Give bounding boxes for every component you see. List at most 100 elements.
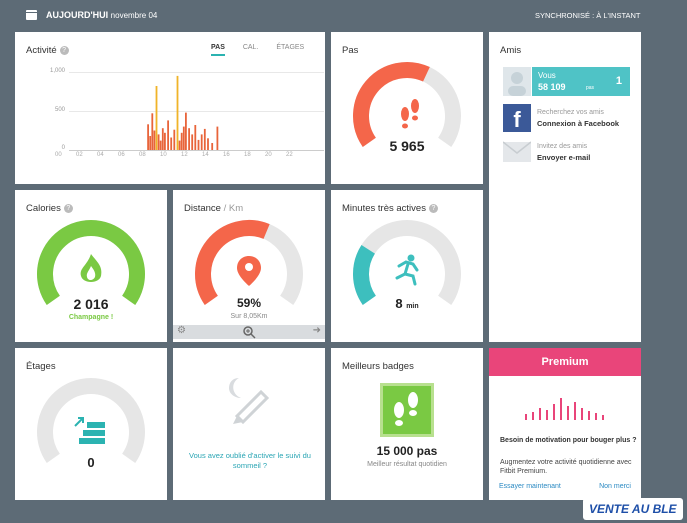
premium-no-link[interactable]: Non merci (599, 483, 631, 490)
sleep-tile[interactable]: Vous avez oublié d'activer le suivi du s… (173, 348, 325, 500)
gridline (69, 72, 324, 73)
map-pin-icon (237, 256, 261, 286)
date-selector[interactable]: AUJOURD'HUI novembre 04 (46, 10, 157, 20)
activity-bar (155, 86, 158, 150)
gridline (69, 150, 324, 151)
zoom-icon[interactable] (242, 325, 256, 339)
premium-bar (532, 412, 534, 420)
tab-pas[interactable]: PAS (211, 44, 225, 56)
activity-bar (173, 129, 176, 150)
minutes-value: 8 min (331, 296, 483, 311)
tab-cal[interactable]: CAL. (242, 44, 259, 51)
gauge-fill (353, 244, 377, 305)
flame-icon (80, 254, 102, 282)
minutes-title: Minutes très actives? (342, 203, 438, 214)
arrow-right-icon[interactable]: ➜ (312, 325, 321, 336)
activity-bar (176, 75, 179, 150)
distance-tile[interactable]: Distance / Km 59% Sur 8,05Km ⚙ ➜ (173, 190, 325, 342)
premium-bar (560, 398, 562, 420)
calories-gauge (37, 220, 145, 305)
x-tick-label: 00 (55, 152, 62, 158)
minutes-unit: min (406, 303, 419, 310)
friend-row-me[interactable]: Vous 58 109 pas 1 (503, 67, 630, 96)
gauge-fill (37, 220, 145, 305)
sleep-tracking-link[interactable]: Vous avez oublié d'activer le suivi du s… (189, 451, 311, 470)
friends-tile[interactable]: Amis Vous 58 109 pas 1 f Recherchez vos … (489, 32, 641, 342)
premium-bar (588, 411, 590, 420)
calories-sub: Champagne ! (68, 314, 114, 321)
steps-gauge (353, 62, 461, 147)
facebook-icon: f (503, 104, 531, 132)
activity-bar (161, 128, 164, 150)
friend-rank: 1 (615, 75, 622, 87)
activity-bar (216, 126, 219, 150)
activity-tile[interactable]: Activité? PAS CAL. ÉTAGES 1,000 500 0 00… (15, 32, 325, 184)
y-tick-label: 1,000 (49, 68, 65, 74)
distance-gauge (195, 220, 303, 305)
footprints-icon (394, 392, 418, 426)
activity-bar (194, 125, 197, 150)
x-tick-label: 08 (139, 152, 146, 158)
badges-tile[interactable]: Meilleurs badges 15 000 pas Meilleur rés… (331, 348, 483, 500)
sync-status: SYNCHRONISÉ : À L'INSTANT (535, 11, 641, 20)
y-tick-label: 500 (54, 107, 65, 113)
activity-bar (157, 134, 160, 150)
calories-value: 2 016 (73, 296, 109, 312)
minutes-number: 8 (395, 296, 403, 311)
activity-bar (197, 139, 200, 150)
facebook-line2[interactable]: Connexion à Facebook (537, 119, 620, 128)
friend-bar: Vous 58 109 pas 1 (532, 67, 630, 96)
calories-tile[interactable]: Calories? 2 016 Champagne ! (15, 190, 167, 342)
premium-tile[interactable]: Premium Besoin de motivation pour bouger… (489, 348, 641, 500)
premium-bar (574, 402, 576, 420)
calories-title-text: Calories (26, 203, 61, 214)
premium-bar (546, 410, 548, 420)
top-bar: AUJOURD'HUI novembre 04 SYNCHRONISÉ : À … (0, 0, 687, 30)
sleep-icon (229, 378, 270, 425)
help-icon[interactable]: ? (63, 204, 73, 213)
distance-toolbar: ⚙ ➜ (173, 325, 325, 339)
distance-value: 59% (236, 296, 262, 310)
distance-unit: / Km (220, 203, 244, 214)
badge-image[interactable] (380, 383, 434, 437)
x-tick-label: 16 (223, 152, 230, 158)
help-icon[interactable]: ? (428, 204, 438, 213)
friend-steps-unit: pas (586, 85, 595, 91)
activity-bar (191, 134, 194, 150)
help-icon[interactable]: ? (59, 46, 69, 55)
premium-try-link[interactable]: Essayer maintenant (499, 483, 561, 490)
gauge-fill (353, 62, 430, 147)
logo-text: VENTE AU BLE (589, 502, 677, 516)
activity-tabs: PAS CAL. ÉTAGES (211, 44, 320, 56)
minutes-title-text: Minutes très actives (342, 203, 426, 214)
activity-bar (203, 128, 206, 150)
premium-text: Augmentez votre activité quotidienne ave… (500, 459, 632, 475)
premium-bar (525, 414, 527, 420)
floors-tile[interactable]: Étages 0 (15, 348, 167, 500)
steps-value: 5 965 (389, 138, 425, 154)
email-line1: Invitez des amis (537, 143, 588, 150)
avatar (503, 67, 531, 96)
premium-header: Premium (489, 348, 641, 376)
premium-bar (553, 404, 555, 420)
active-minutes-tile[interactable]: Minutes très actives? 8 min (331, 190, 483, 342)
activity-bar (170, 137, 173, 150)
premium-bar (539, 408, 541, 420)
watermark-logo: VENTE AU BLE (583, 498, 683, 520)
floors-value: 0 (87, 455, 95, 470)
x-tick-label: 02 (76, 152, 83, 158)
email-line2[interactable]: Envoyer e-mail (537, 153, 591, 162)
facebook-connect[interactable]: f Recherchez vos amis Connexion à Facebo… (503, 104, 633, 132)
tab-etages[interactable]: ÉTAGES (276, 44, 305, 51)
activity-bar (188, 128, 190, 150)
gear-icon[interactable]: ⚙ (177, 325, 186, 336)
calendar-icon[interactable] (26, 10, 37, 20)
friend-steps: 58 109 (538, 82, 566, 92)
email-invite[interactable]: Invitez des amis Envoyer e-mail (502, 138, 633, 166)
activity-bar (178, 140, 181, 150)
distance-sub: Sur 8,05Km (230, 313, 268, 320)
steps-tile[interactable]: Pas 5 965 (331, 32, 483, 184)
gauge-fill (195, 220, 270, 305)
gauge-track (37, 378, 145, 463)
activity-bar (149, 136, 152, 150)
